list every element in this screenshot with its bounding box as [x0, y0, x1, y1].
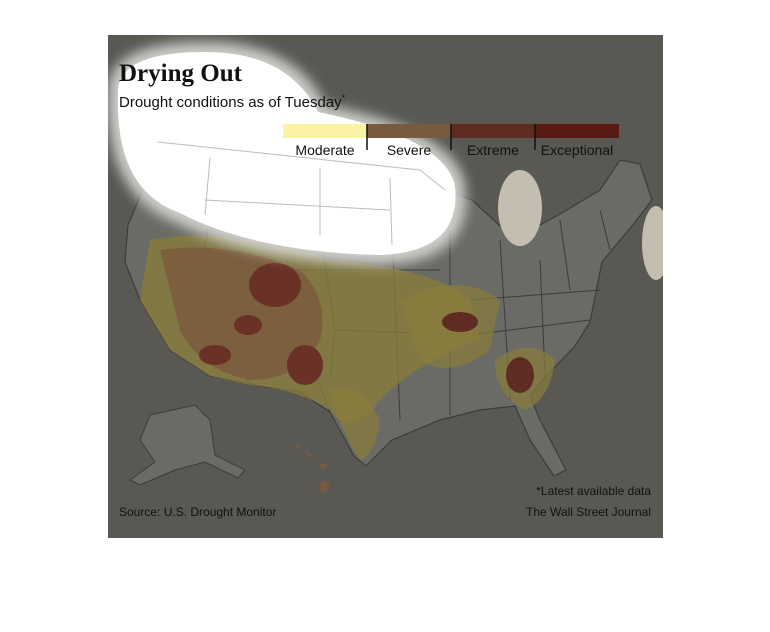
- title: Drying Out: [119, 60, 243, 87]
- subtitle-text: Drought conditions as of Tuesday: [119, 94, 342, 111]
- subtitle-mark: *: [342, 93, 346, 103]
- highlight: [117, 52, 456, 255]
- legend-label: Moderate: [295, 142, 354, 158]
- drought-core: [287, 345, 323, 385]
- legend-swatch: [283, 124, 367, 138]
- drought-core: [199, 345, 231, 365]
- highlight-patch: [498, 170, 542, 246]
- drought-core: [442, 312, 478, 332]
- legend-swatch: [535, 124, 619, 138]
- drought-areas: [140, 235, 555, 460]
- footnote: *Latest available data: [536, 484, 651, 498]
- hawaii: [295, 445, 330, 494]
- legend: Moderate Severe Extreme Exceptional: [283, 124, 619, 158]
- subtitle: Drought conditions as of Tuesday*: [119, 93, 346, 111]
- legend-swatch: [451, 124, 535, 138]
- drought-core: [249, 263, 301, 307]
- source: Source: U.S. Drought Monitor: [119, 505, 276, 519]
- drought-core: [234, 315, 262, 335]
- drought-core: [506, 357, 534, 393]
- legend-swatch: [367, 124, 451, 138]
- legend-label: Severe: [387, 142, 432, 158]
- alaska: [129, 404, 246, 486]
- credit: The Wall Street Journal: [526, 505, 651, 519]
- highlight-patch: [642, 206, 663, 280]
- map-panel: [108, 35, 663, 538]
- northern-states: [157, 141, 446, 246]
- legend-label: Extreme: [467, 142, 519, 158]
- legend-label: Exceptional: [541, 142, 613, 158]
